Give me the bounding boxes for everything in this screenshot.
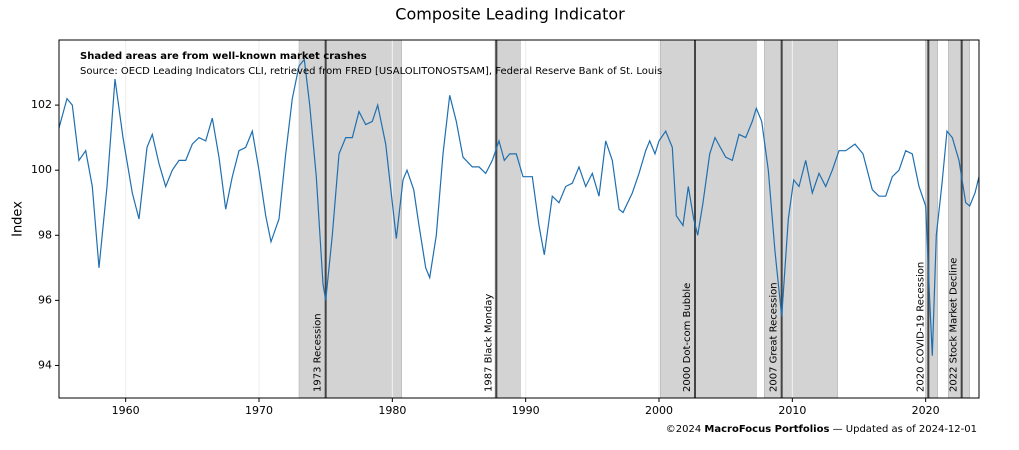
x-tick-label: 1990 [512, 404, 540, 417]
footer-part: ©2024 [666, 424, 705, 435]
note: Source: OECD Leading Indicators CLI, ret… [80, 66, 662, 77]
x-tick-label: 2000 [645, 404, 673, 417]
x-tick-label: 1960 [112, 404, 140, 417]
note: Shaded areas are from well-known market … [80, 51, 367, 62]
event-label: 1973 Recession [313, 313, 324, 392]
footer: ©2024 MacroFocus Portfolios — Updated as… [666, 424, 977, 435]
event-label: 2020 COVID-19 Recession [915, 262, 926, 392]
footer-part: — Updated as of 2024-12-01 [829, 424, 977, 435]
event-label: 2007 Great Recession [769, 282, 780, 392]
x-tick-label: 1980 [378, 404, 406, 417]
event-label: 1987 Black Monday [483, 294, 494, 392]
y-tick-label: 94 [38, 358, 52, 371]
plot-area: 1973 Recession 1987 Black Monday 2000 Dot-… [58, 39, 980, 399]
event-label: 2000 Dot-com Bubble [682, 283, 693, 392]
y-axis-label: Index [11, 201, 26, 237]
x-tick-label: 2010 [778, 404, 806, 417]
event-label: 2022 Stock Market Decline [949, 258, 960, 392]
shaded-region [764, 39, 838, 399]
data-line [58, 58, 980, 356]
y-tick-label: 98 [38, 228, 52, 241]
y-tick-label: 100 [31, 163, 52, 176]
plot-frame [58, 39, 980, 399]
x-tick-label: 1970 [245, 404, 273, 417]
y-tick-label: 96 [38, 293, 52, 306]
y-tick-label: 102 [31, 98, 52, 111]
chart-title: Composite Leading Indicator [395, 5, 625, 24]
footer-part: MacroFocus Portfolios [704, 424, 829, 435]
shaded-region [494, 39, 521, 399]
x-tick-label: 2020 [912, 404, 940, 417]
shaded-region [660, 39, 757, 399]
